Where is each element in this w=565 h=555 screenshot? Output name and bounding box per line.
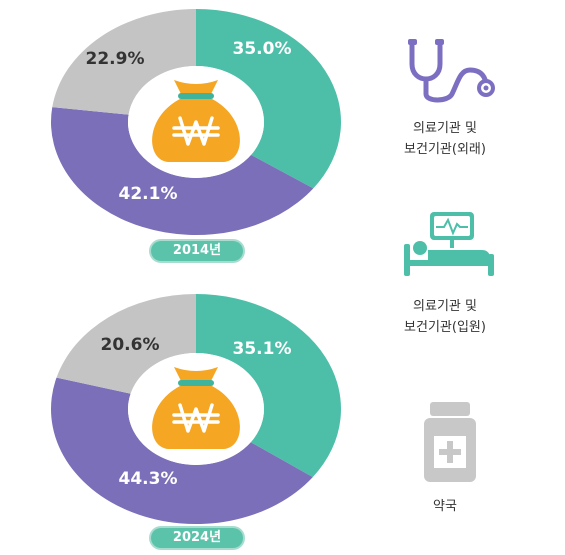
donut-slice-0-2 [52, 9, 197, 115]
slice-label-1-2: 20.6% [101, 335, 160, 355]
slice-label-0-0: 35.0% [233, 39, 292, 59]
legend-label-pharmacy: 약국 [375, 496, 515, 517]
stethoscope-icon [408, 39, 495, 103]
donut-chart-2014: 35.0% 42.1% 22.9% [51, 9, 342, 235]
legend-outpatient-line1: 의료기관 및 [413, 121, 477, 136]
donut-chart-2024: 35.1% 44.3% 20.6% [51, 294, 341, 524]
legend-label-outpatient: 의료기관 및 보건기관(외래) [375, 118, 515, 160]
donut-slice-0-0 [196, 9, 342, 189]
hospital-bed-icon [404, 212, 494, 276]
slice-label-1-1: 44.3% [119, 469, 178, 489]
donut-slice-0-1 [51, 107, 314, 235]
legend-label-inpatient: 의료기관 및 보건기관(입원) [375, 296, 515, 338]
year-pill-2014: 2014년 [151, 241, 243, 261]
slice-label-0-1: 42.1% [119, 184, 178, 204]
legend-inpatient-line2: 보건기관(입원) [404, 320, 486, 335]
won-money-bag-icon [152, 80, 240, 162]
medicine-bottle-icon [424, 402, 476, 482]
donut-slice-1-0 [196, 294, 341, 478]
won-money-bag-icon [152, 367, 240, 449]
legend-outpatient-line2: 보건기관(외래) [404, 142, 486, 157]
legend-inpatient-line1: 의료기관 및 [413, 299, 477, 314]
donut-slice-1-1 [51, 377, 313, 524]
year-pill-2024: 2024년 [151, 528, 243, 548]
donut-slice-1-2 [56, 294, 197, 394]
slice-label-0-2: 22.9% [86, 49, 145, 69]
slice-label-1-0: 35.1% [233, 339, 292, 359]
legend-pharmacy-line1: 약국 [433, 499, 457, 514]
